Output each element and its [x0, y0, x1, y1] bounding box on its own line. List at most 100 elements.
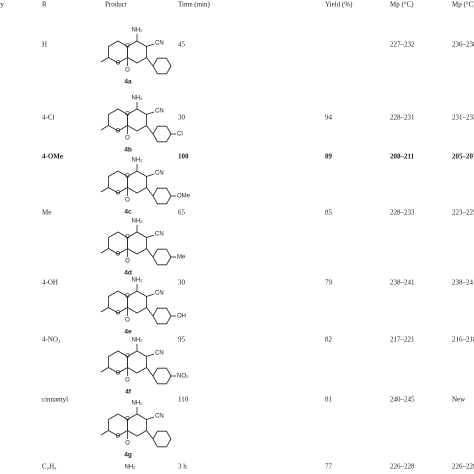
bond: [146, 248, 154, 258]
atom-label: NH₂: [132, 28, 144, 34]
atom-label: CN: [155, 109, 164, 115]
substituent: Me: [177, 255, 186, 261]
bond: [146, 416, 155, 420]
yield-cell: 79: [325, 279, 333, 287]
time-cell: 65: [178, 209, 186, 217]
mp-cell: 217–221: [390, 336, 415, 344]
mp-ref-cell: New: [452, 396, 466, 404]
bond: [146, 293, 155, 297]
mp-cell: 227–232: [390, 41, 415, 49]
substituent: NO₂: [177, 374, 189, 380]
mp-ref-cell: 236–238: [452, 41, 474, 49]
ring: [127, 170, 147, 194]
bond: [146, 125, 154, 135]
column-header: R: [42, 1, 47, 9]
bond: [100, 307, 109, 313]
bond: [100, 125, 109, 131]
column-header: Time (min): [178, 1, 210, 9]
r-cell: H: [42, 41, 47, 49]
bond: [100, 187, 109, 193]
atom-label: O: [116, 371, 121, 377]
atom-label: CN: [155, 291, 164, 297]
mp-ref-cell: 231–232: [452, 114, 474, 122]
compound-label: 4c: [124, 209, 132, 216]
yield-cell: 94: [325, 114, 333, 122]
ring: [127, 413, 147, 437]
atom-label: O: [116, 61, 121, 67]
atom-label: CN: [155, 171, 164, 177]
atom-label: NH₂: [132, 219, 144, 225]
bond: [146, 111, 155, 115]
atom-label: O: [116, 191, 121, 197]
phenyl: [152, 248, 172, 266]
atom-label: O: [125, 235, 130, 241]
atom-label: O: [125, 259, 130, 265]
r-cell: C₂H₅: [42, 463, 57, 471]
bond: [100, 430, 109, 436]
bond: [100, 248, 109, 254]
r-cell: 4-OMe: [42, 153, 63, 161]
time-cell: 110: [178, 396, 189, 404]
substituent: OH: [177, 314, 186, 320]
bond: [146, 430, 154, 440]
atom-label: O: [125, 68, 130, 74]
phenyl: [152, 430, 172, 448]
column-header: Product: [105, 1, 127, 9]
r-cell: 4-NO₂: [42, 336, 61, 344]
mp-cell: 208–211: [390, 153, 415, 161]
time-cell: 3 h: [178, 463, 187, 471]
atom-label: NH₂: [132, 401, 144, 407]
yield-cell: 85: [325, 209, 333, 217]
atom-label: O: [125, 112, 130, 118]
r-cell: 4-Cl: [42, 114, 55, 122]
mp-ref-cell: 205–207: [452, 153, 474, 161]
compound-label: 4g: [124, 452, 132, 459]
time-cell: 95: [178, 336, 186, 344]
phenyl: [152, 187, 172, 205]
atom-label: CN: [155, 351, 164, 357]
mp-ref-cell: 223–225: [452, 209, 474, 217]
bond: [100, 57, 109, 63]
bond: [146, 234, 155, 238]
compound-label: 4b: [124, 147, 132, 154]
mp-cell: 226–228: [390, 463, 415, 471]
atom-label: O: [116, 252, 121, 258]
phenyl: [152, 125, 172, 143]
column-header: ry: [0, 1, 4, 9]
mp-ref-cell: 226–228˚ C: [452, 463, 474, 471]
atom-label: O: [125, 294, 130, 300]
phenyl: [152, 307, 172, 325]
r-cell: 4-OH: [42, 279, 58, 287]
atom-label: O: [116, 129, 121, 135]
compound-label: 4d: [124, 270, 132, 277]
bond: [146, 57, 154, 67]
column-header: Mp (°C) [Ref.]: [452, 1, 474, 9]
atom-label: CN: [155, 232, 164, 238]
mp-ref-cell: 238–241˚ C: [452, 279, 474, 287]
column-header: Mp (°C): [390, 1, 414, 9]
bond: [146, 43, 155, 47]
time-cell: 30: [178, 114, 186, 122]
atom-label: CN: [155, 41, 164, 47]
atom-label: O: [125, 441, 130, 447]
yield-cell: 81: [325, 396, 333, 404]
atom-label: O: [125, 44, 130, 50]
phenyl: [152, 367, 172, 385]
atom-label: O: [125, 136, 130, 142]
ring: [127, 350, 147, 374]
atom-label: O: [125, 378, 130, 384]
compound-label: 4e: [124, 329, 132, 336]
r-cell: cinnamyl: [42, 396, 68, 404]
atom-label: NH₂: [125, 465, 137, 471]
mp-ref-cell: 216–218: [452, 336, 474, 344]
atom-label: NH₂: [132, 338, 144, 344]
compound-label: 4f: [125, 389, 132, 396]
phenyl: [152, 57, 172, 75]
atom-label: NH₂: [132, 96, 144, 102]
column-header: Yield (%): [325, 1, 353, 9]
